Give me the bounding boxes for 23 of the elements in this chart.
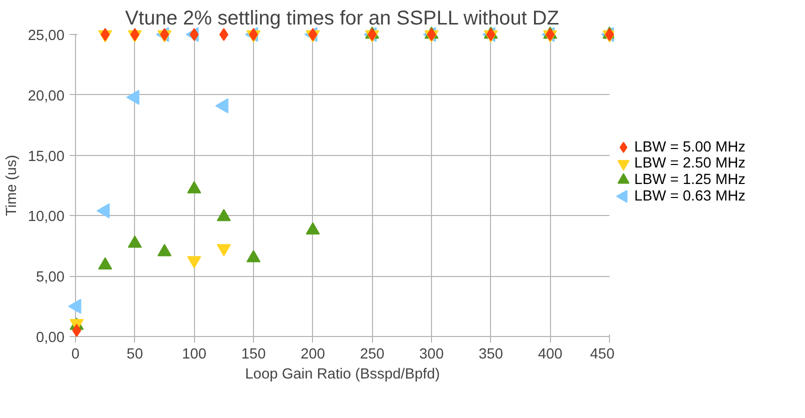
y-axis-title: Time (us) <box>4 154 20 216</box>
x-tick-label: 400 <box>538 346 562 362</box>
x-tick-label: 200 <box>300 346 326 362</box>
y-tick-label: 20,00 <box>28 88 65 104</box>
x-tick-label: 50 <box>126 346 143 362</box>
legend-label: LBW = 2.50 MHz <box>634 156 746 172</box>
y-tick-label: 25,00 <box>28 28 65 44</box>
y-tick-label: 15,00 <box>28 148 65 165</box>
x-tick-label: 0 <box>71 346 80 362</box>
chart-title: Vtune 2% settling times for an SSPLL without DZ <box>125 8 560 30</box>
y-tick-label: 5,00 <box>36 270 65 286</box>
x-axis-title: Loop Gain Ratio (Bsspd/Bpfd) <box>245 366 440 382</box>
legend-label: LBW = 0.63 MHz <box>634 188 746 204</box>
x-tick-label: 300 <box>419 346 444 362</box>
legend-label: LBW = 1.25 MHz <box>634 172 746 188</box>
y-tick-label: 10,00 <box>28 209 65 226</box>
x-tick-label: 150 <box>241 346 266 362</box>
x-tick-label: 350 <box>478 346 504 362</box>
x-tick-label: 250 <box>360 346 384 362</box>
x-tick-label: 450 <box>590 346 615 362</box>
y-tick-label: 0,00 <box>36 330 65 346</box>
legend-label: LBW = 5.00 MHz <box>634 139 746 156</box>
x-tick-label: 100 <box>182 346 206 362</box>
